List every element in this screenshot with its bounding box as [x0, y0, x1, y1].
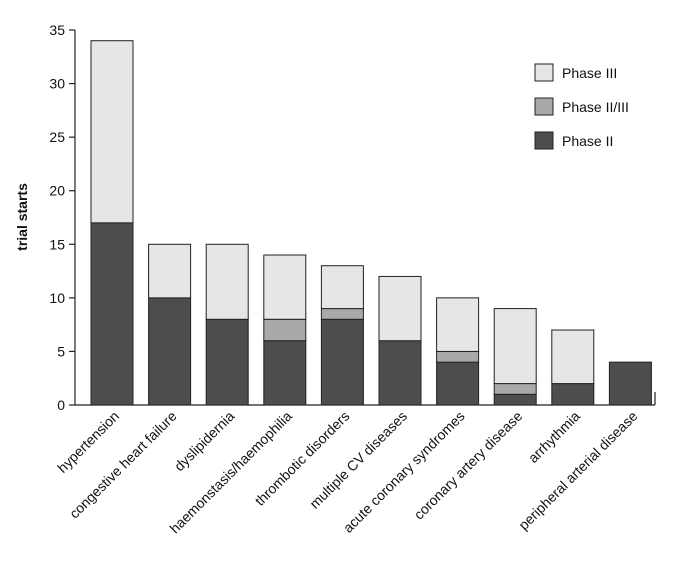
y-tick-label-15: 15 [49, 236, 65, 252]
bar-coronary-artery-disease-phase-iii [493, 308, 537, 385]
y-tick-label-25: 25 [49, 129, 65, 145]
bar-acute-coronary-syndromes-phase-iii [436, 297, 480, 352]
y-tick-label-30: 30 [49, 76, 65, 92]
bar-congestive-heart-failure-phase-iii [148, 243, 192, 299]
y-axis-label: trial starts [14, 183, 30, 251]
bar-haemonstasis-haemophilia-phase-iii [263, 254, 307, 320]
y-tick-label-5: 5 [57, 343, 65, 359]
bar-hypertension-phase-ii [90, 222, 134, 406]
bar-coronary-artery-disease-phase-ii-iii [493, 383, 537, 395]
x-tick-label-arrhythmia: arrhythmia [525, 408, 583, 466]
bar-acute-coronary-syndromes-phase-ii-iii [436, 350, 480, 363]
bar-thrombotic-disorders-phase-ii-iii [320, 308, 364, 320]
legend: Phase III Phase II/III Phase II [534, 63, 629, 150]
x-tick-label-acute-coronary-syndromes: acute coronary syndromes [340, 408, 468, 536]
legend-swatch-phase-ii-iii [534, 97, 554, 116]
bar-coronary-artery-disease-phase-ii [493, 393, 537, 406]
bar-multiple-cv-diseases-phase-iii [378, 275, 422, 342]
y-tick-label-0: 0 [57, 397, 65, 413]
x-tick-label-coronary-artery-disease: coronary artery disease [411, 408, 526, 523]
y-tick-label-35: 35 [49, 22, 65, 38]
bars [90, 40, 652, 406]
x-tick-label-thrombotic-disorders: thrombotic disorders [252, 408, 353, 509]
bar-acute-coronary-syndromes-phase-ii [436, 361, 480, 406]
y-tick-label-20: 20 [49, 183, 65, 199]
bar-thrombotic-disorders-phase-ii [320, 318, 364, 406]
legend-label-phase-ii: Phase II [562, 133, 613, 149]
bar-haemonstasis-haemophilia-phase-ii [263, 340, 307, 406]
bar-haemonstasis-haemophilia-phase-ii-iii [263, 318, 307, 342]
bar-arrhythmia-phase-ii [551, 383, 595, 406]
bar-arrhythmia-phase-iii [551, 329, 595, 385]
bar-dyslipidernia-phase-ii [205, 318, 249, 406]
legend-label-phase-iii: Phase III [562, 65, 617, 81]
bar-congestive-heart-failure-phase-ii [148, 297, 192, 406]
x-tick-label-multiple-cv-diseases: multiple CV diseases [306, 408, 410, 512]
y-axis: 0 5 10 15 20 25 30 35 [49, 22, 76, 413]
legend-swatch-phase-ii [534, 131, 554, 150]
y-tick-label-10: 10 [49, 290, 65, 306]
bar-dyslipidernia-phase-iii [205, 243, 249, 320]
legend-swatch-phase-iii [534, 63, 554, 82]
bar-thrombotic-disorders-phase-iii [320, 265, 364, 310]
bar-multiple-cv-diseases-phase-ii [378, 340, 422, 406]
legend-label-phase-ii-iii: Phase II/III [562, 99, 629, 115]
bar-peripheral-arterial-disease-phase-ii [608, 361, 652, 406]
x-tick-label-congestive-heart-failure: congestive heart failure [66, 408, 180, 522]
x-tick-label-peripheral-arterial-disease: peripheral arterial disease [515, 408, 640, 533]
bar-hypertension-phase-iii [90, 40, 134, 224]
